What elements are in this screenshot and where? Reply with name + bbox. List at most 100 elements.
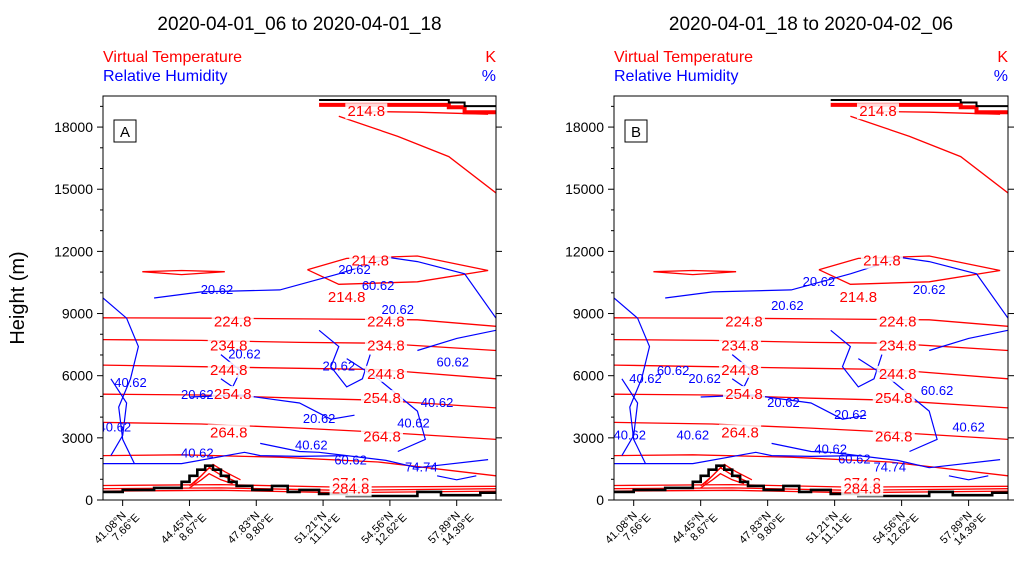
virtual-temperature-label: 264.8 (210, 424, 248, 441)
virtual-temperature-contour (307, 255, 489, 285)
panel-label-box (624, 119, 648, 143)
virtual-temperature-label: 244.8 (367, 366, 405, 383)
label-halo (876, 313, 919, 330)
relative-humidity-label: 74.74 (405, 460, 438, 475)
label-halo (841, 480, 884, 497)
virtual-temperature-label: 224.8 (725, 313, 763, 330)
panel-label: A (120, 124, 130, 141)
relative-humidity-label: 60.62 (921, 383, 954, 398)
relative-humidity-contour (260, 442, 347, 457)
label-halo (876, 337, 919, 354)
virtual-temperature-contour (830, 102, 1008, 115)
virtual-temperature-contour (614, 421, 1008, 441)
x-tick-label: 51.21°N11.11°E (293, 510, 343, 547)
virtual-temperature-label: 224.8 (367, 313, 405, 330)
chart-title: 2020-04-01_06 to 2020-04-01_18 (157, 14, 441, 35)
virtual-temperature-label: 264.8 (721, 424, 759, 441)
relative-humidity-label: 40.62 (677, 427, 710, 442)
label-halo (207, 337, 250, 354)
virtual-temperature-label: 214.8 (859, 103, 897, 120)
x-tick-label: 44.45°N8.67°E (670, 510, 720, 547)
y-tick-label: 6000 (62, 368, 93, 384)
label-halo (719, 337, 762, 354)
relative-humidity-contour (318, 329, 371, 388)
relative-humidity-label: 60.62 (436, 355, 469, 370)
label-halo (361, 428, 404, 445)
label-halo (723, 313, 766, 330)
y-tick-label: 0 (596, 492, 604, 508)
virtual-temperature-label: 234.8 (879, 338, 917, 355)
virtual-temperature-contour (338, 115, 496, 194)
legend-entry-virtual-temperature: Virtual Temperature (614, 49, 753, 66)
legend-entry-relative-humidity: Relative Humidity (614, 68, 738, 85)
relative-humidity-contour (614, 451, 1001, 469)
legend-unit-virtual-temperature: K (997, 49, 1008, 66)
virtual-temperature-label: 244.8 (210, 362, 248, 379)
label-halo (325, 289, 368, 306)
virtual-temperature-contour (614, 393, 1008, 409)
virtual-temperature-label: 264.8 (363, 428, 401, 445)
relative-humidity-label: 60.62 (334, 452, 367, 467)
label-halo (364, 337, 407, 354)
virtual-temperature-contour (189, 472, 233, 489)
virtual-temperature-label: 234.8 (367, 338, 405, 355)
label-halo (364, 313, 407, 330)
virtual-temperature-contour (192, 463, 241, 485)
relative-humidity-label: 20.62 (323, 359, 356, 374)
y-tick-label: 18000 (54, 119, 93, 135)
label-halo (349, 252, 392, 269)
relative-humidity-label: 60.62 (362, 278, 395, 293)
virtual-temperature-label: 234.8 (210, 338, 248, 355)
legend-unit-relative-humidity: % (482, 68, 496, 85)
legend-entry-virtual-temperature: Virtual Temperature (103, 49, 242, 66)
relative-humidity-label: 20.62 (181, 387, 214, 402)
plot-frame (613, 95, 1009, 501)
x-tick-label: 41.08°N7.66°E (92, 510, 142, 547)
x-tick-label: 57.89°N14.39°E (938, 510, 988, 548)
virtual-temperature-contour (614, 317, 1008, 327)
label-halo (837, 289, 880, 306)
label-halo (345, 103, 388, 120)
chart-title: 2020-04-01_18 to 2020-04-02_06 (669, 14, 953, 35)
relative-humidity-contour (929, 329, 1008, 352)
virtual-temperature-contour (614, 454, 1008, 477)
legend-unit-relative-humidity: % (994, 68, 1008, 85)
y-tick-label: 6000 (573, 368, 604, 384)
relative-humidity-contour (110, 378, 128, 456)
relative-humidity-contour (103, 451, 489, 469)
label-halo (860, 252, 903, 269)
virtual-temperature-contour (614, 364, 1008, 380)
virtual-temperature-contour (103, 393, 496, 409)
x-tick-label: 57.89°N14.39°E (426, 510, 476, 548)
relative-humidity-label: 40.62 (114, 375, 147, 390)
relative-humidity-label: 40.62 (629, 371, 662, 386)
virtual-temperature-contour (700, 472, 745, 489)
label-halo (211, 386, 254, 402)
relative-humidity-label: 74.74 (874, 460, 907, 475)
relative-humidity-label: 60.62 (657, 363, 690, 378)
relative-humidity-label: 40.62 (397, 415, 430, 430)
terrain-outline (319, 99, 496, 108)
relative-humidity-label: 40.62 (814, 442, 847, 457)
panel-b: 2020-04-01_18 to 2020-04-02_06 Virtual Te… (565, 14, 1014, 548)
relative-humidity-label: 20.62 (201, 282, 234, 297)
terrain-outline (830, 99, 1008, 108)
terrain-outline (614, 464, 1008, 498)
relative-humidity-label: 40.62 (421, 395, 454, 410)
relative-humidity-label: 20.62 (228, 347, 261, 362)
relative-humidity-label: 40.62 (613, 427, 646, 442)
y-tick-label: 9000 (573, 306, 604, 322)
label-halo (872, 390, 915, 407)
relative-humidity-contour (621, 378, 639, 456)
relative-humidity-contour (771, 442, 859, 457)
label-halo (719, 424, 762, 441)
virtual-temperature-label: 244.8 (879, 366, 917, 383)
virtual-temperature-contour (319, 102, 496, 115)
virtual-temperature-label: 254.8 (214, 386, 252, 403)
label-halo (364, 365, 407, 382)
relative-humidity-label: 20.62 (688, 371, 721, 386)
relative-humidity-label: 40.62 (99, 419, 132, 434)
relative-humidity-label: 40.62 (952, 419, 985, 434)
relative-humidity-contour (830, 329, 883, 388)
